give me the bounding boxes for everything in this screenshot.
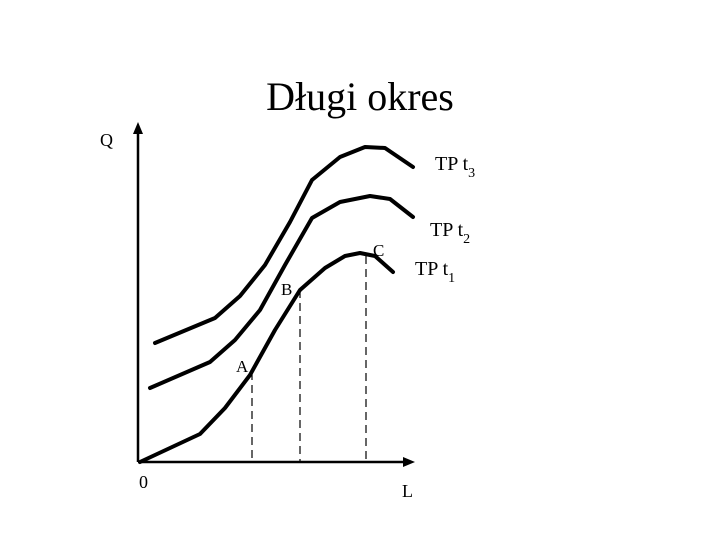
curve-label: TP t3 [435,153,475,181]
curve-label-text: TP t [430,219,464,241]
point-label: A [236,357,249,376]
curve-label-subscript: 3 [468,166,475,181]
origin-label: 0 [139,472,148,492]
curve-label-text: TP t [435,153,469,175]
curve-tp3 [153,145,415,345]
title: Długi okres [266,74,454,119]
curve-label: TP t1 [415,258,455,286]
y-arrow [133,122,143,134]
point-label: C [373,241,384,260]
point-label: B [281,280,292,299]
curve-label-text: TP t [415,258,449,280]
y-label: Q [100,130,113,150]
x-label: L [402,481,413,501]
curve-label: TP t2 [430,219,470,247]
x-arrow [403,457,415,467]
curve-label-subscript: 2 [463,232,470,247]
curve-tp2 [148,194,415,390]
curve-label-subscript: 1 [448,271,455,286]
